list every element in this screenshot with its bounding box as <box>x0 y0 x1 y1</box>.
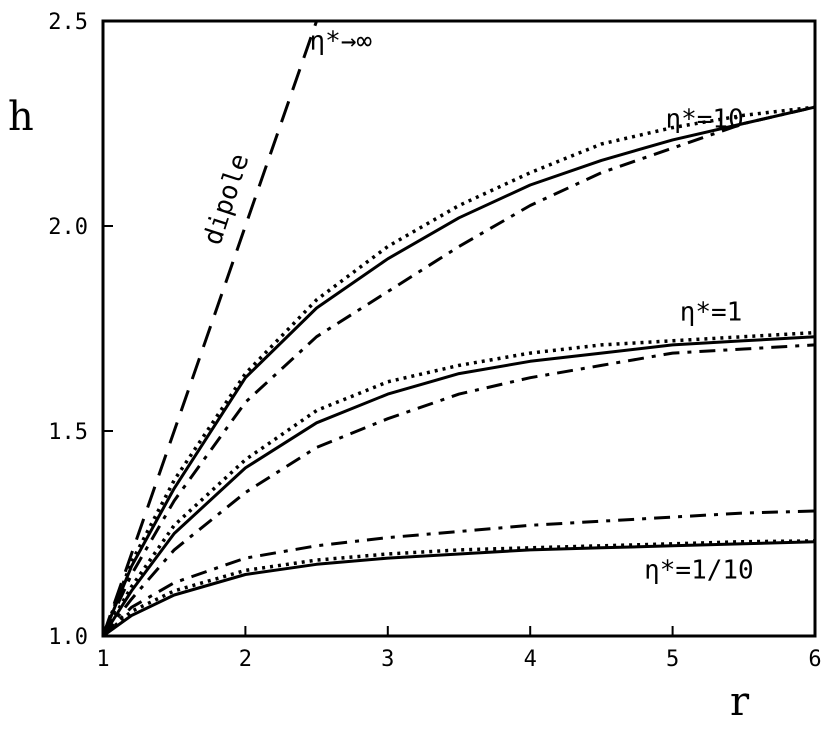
series-line-10 <box>102 540 816 638</box>
series-line-6 <box>101 335 816 637</box>
series-line-8 <box>101 509 816 638</box>
annotation-label: η*=1/10 <box>644 556 754 586</box>
series-line-5 <box>101 330 816 637</box>
x-tick-label: 2 <box>239 647 252 672</box>
y-tick-label: 1.0 <box>48 625 88 650</box>
series-line-1 <box>101 20 319 637</box>
series-layer <box>101 20 816 638</box>
annotation-label: η*=10 <box>665 105 743 135</box>
annotation-label: η*=1 <box>680 297 743 327</box>
y-tick-label: 2.5 <box>48 10 88 35</box>
series-line-9 <box>101 539 816 638</box>
y-tick-label: 1.5 <box>48 420 88 445</box>
x-tick-label: 1 <box>96 647 109 672</box>
x-tick-label: 5 <box>666 647 679 672</box>
y-tick-label: 2.0 <box>48 215 88 240</box>
x-axis-title: r <box>730 679 750 725</box>
x-tick-label: 6 <box>808 647 821 672</box>
series-line-3 <box>101 105 816 637</box>
plot-frame <box>101 19 817 638</box>
series-line-7 <box>101 343 816 637</box>
y-axis-title: h <box>8 94 34 140</box>
x-tick-label: 4 <box>524 647 537 672</box>
annotation-label: dipole <box>198 150 256 249</box>
tick-layer: 1 2 3 4 5 6 1.0 1.5 2.0 2.5 <box>48 10 821 672</box>
x-tick-label: 3 <box>381 647 394 672</box>
annotation-layer: η*→∞ η*=10 dipole η*=1 η*=1/10 <box>198 27 754 586</box>
annotation-label: η*→∞ <box>309 27 372 57</box>
